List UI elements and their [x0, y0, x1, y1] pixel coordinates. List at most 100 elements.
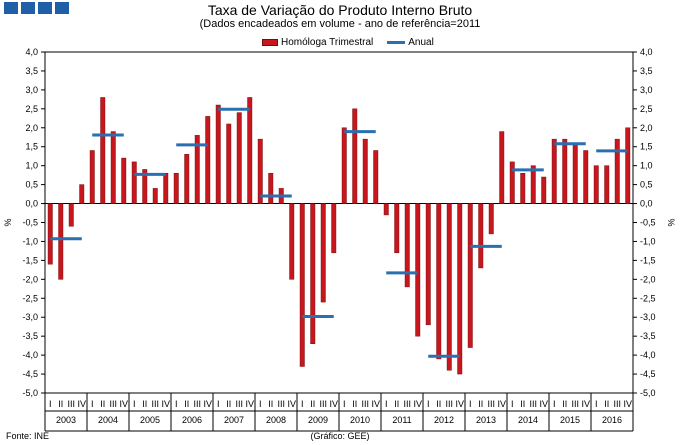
quarterly-bar: [373, 150, 379, 204]
year-label: 2011: [392, 415, 411, 425]
quarterly-bar: [593, 165, 599, 204]
quarter-tick-label: IV: [161, 399, 170, 409]
quarterly-bar: [352, 108, 358, 204]
chart-credit: (Gráfico: GEE): [310, 431, 370, 441]
quarter-tick-label: II: [394, 399, 399, 409]
quarterly-bar: [583, 150, 589, 204]
quarter-tick-label: III: [193, 399, 201, 409]
quarter-tick-label: I: [301, 399, 304, 409]
year-label: 2009: [308, 415, 328, 425]
quarter-tick-label: II: [310, 399, 315, 409]
y-tick-label-left: -4,0: [22, 350, 38, 360]
y-tick-label-right: 3,5: [640, 66, 653, 76]
quarter-tick-label: II: [520, 399, 525, 409]
quarter-tick-label: IV: [455, 399, 464, 409]
year-label: 2008: [266, 415, 286, 425]
quarter-tick-label: III: [403, 399, 411, 409]
logo-block-4: [55, 2, 69, 14]
quarterly-bar: [562, 138, 568, 204]
quarter-tick-label: IV: [371, 399, 380, 409]
quarter-tick-label: IV: [497, 399, 506, 409]
quarterly-bar: [194, 135, 200, 204]
source-note: Fonte: INE: [6, 431, 50, 441]
quarter-tick-label: IV: [119, 399, 128, 409]
quarterly-bar: [268, 172, 274, 204]
quarterly-bar: [572, 142, 578, 204]
y-tick-label-left: 1,5: [25, 142, 38, 152]
quarterly-bar: [163, 172, 169, 204]
quarter-tick-label: II: [352, 399, 357, 409]
y-tick-label-right: -4,0: [640, 350, 656, 360]
quarterly-bar: [436, 203, 442, 360]
quarter-tick-label: III: [571, 399, 579, 409]
quarter-tick-label: III: [319, 399, 327, 409]
chart-legend: Homóloga Trimestral Anual: [262, 37, 434, 48]
quarter-tick-label: I: [175, 399, 178, 409]
quarter-tick-label: III: [445, 399, 453, 409]
quarter-tick-label: IV: [329, 399, 338, 409]
year-label: 2003: [56, 415, 76, 425]
quarterly-bar: [68, 203, 74, 227]
quarter-tick-label: II: [142, 399, 147, 409]
quarter-tick-label: IV: [287, 399, 296, 409]
quarterly-bar: [394, 203, 400, 254]
chart-title: Taxa de Variação do Produto Interno Brut…: [207, 2, 473, 18]
year-label: 2012: [434, 415, 454, 425]
quarterly-bar: [142, 169, 148, 204]
quarterly-bar: [446, 203, 452, 371]
quarter-tick-label: II: [184, 399, 189, 409]
quarter-tick-label: II: [436, 399, 441, 409]
y-tick-label-left: 1,0: [25, 161, 38, 171]
quarter-tick-label: I: [133, 399, 136, 409]
quarterly-bar: [499, 131, 505, 204]
quarter-tick-label: II: [268, 399, 273, 409]
quarter-tick-label: II: [604, 399, 609, 409]
y-tick-label-right: -2,5: [640, 293, 656, 303]
y-tick-label-right: -2,0: [640, 274, 656, 284]
y-tick-label-left: -1,5: [22, 255, 38, 265]
year-label: 2015: [560, 415, 580, 425]
y-tick-label-left: -4,5: [22, 369, 38, 379]
quarterly-bar: [58, 203, 64, 280]
quarterly-bar: [226, 123, 232, 204]
quarter-tick-label: II: [100, 399, 105, 409]
year-label: 2010: [350, 415, 370, 425]
quarter-tick-label: III: [361, 399, 369, 409]
quarter-tick-label: I: [217, 399, 220, 409]
quarterly-bar: [457, 203, 463, 375]
quarterly-bar: [310, 203, 316, 344]
quarter-tick-label: IV: [413, 399, 422, 409]
quarterly-bar: [614, 138, 620, 204]
legend-swatch-line: [387, 41, 406, 44]
quarterly-bar: [289, 203, 295, 280]
quarter-tick-label: III: [67, 399, 75, 409]
quarterly-bar: [488, 203, 494, 235]
y-tick-label-left: -5,0: [22, 388, 38, 398]
quarter-tick-label: III: [109, 399, 117, 409]
quarterly-bar: [257, 138, 263, 204]
y-tick-label-left: 0,0: [25, 199, 38, 209]
quarterly-bar: [47, 203, 53, 265]
quarterly-bar: [509, 161, 515, 204]
quarter-tick-label: IV: [245, 399, 254, 409]
y-tick-label-left: 3,5: [25, 66, 38, 76]
year-label: 2006: [182, 415, 202, 425]
quarter-tick-label: II: [226, 399, 231, 409]
quarterly-bar: [79, 184, 85, 204]
y-tick-label-right: -4,5: [640, 369, 656, 379]
quarter-tick-label: IV: [77, 399, 86, 409]
quarterly-bar: [100, 97, 106, 204]
quarter-tick-label: IV: [203, 399, 212, 409]
y-tick-label-right: 3,0: [640, 85, 653, 95]
y-tick-label-left: 4,0: [25, 47, 38, 57]
logo-block-1: [4, 2, 18, 14]
y-tick-label-left: 0,5: [25, 180, 38, 190]
quarter-tick-label: I: [91, 399, 94, 409]
legend-label-annual: Anual: [408, 37, 434, 48]
quarter-tick-label: II: [562, 399, 567, 409]
y-tick-label-right: -3,0: [640, 312, 656, 322]
quarterly-bar: [152, 188, 158, 204]
year-label: 2004: [98, 415, 118, 425]
quarter-tick-label: IV: [539, 399, 548, 409]
